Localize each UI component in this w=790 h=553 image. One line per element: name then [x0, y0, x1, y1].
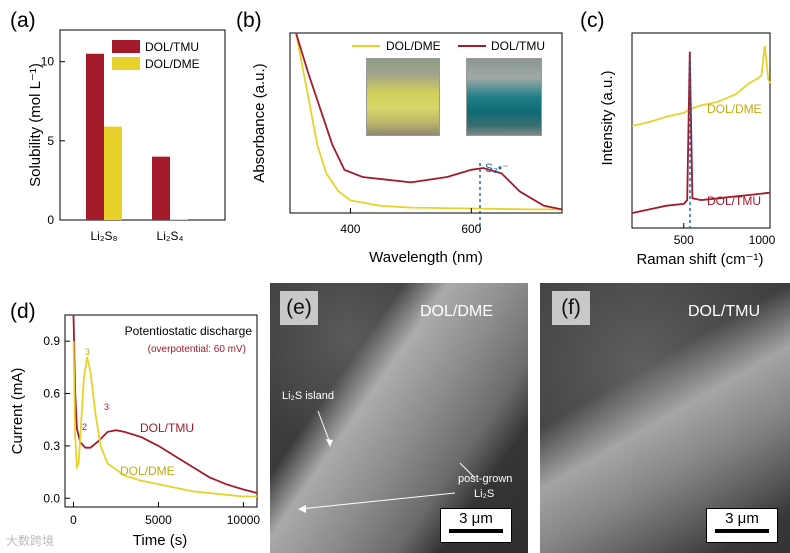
- y-tick-label: 0.0: [43, 491, 60, 505]
- vial-photo-dol-tmu: [466, 58, 542, 136]
- s3-radical-label: S₃•⁻: [485, 161, 508, 175]
- panel-c-frame: [631, 32, 771, 229]
- panel-letter-d: (d): [10, 300, 36, 323]
- series-line-DOL/TMU: [295, 32, 563, 211]
- chart-subtitle: (overpotential: 60 mV): [148, 344, 246, 355]
- scale-bar-e-label: 3 μm: [459, 510, 493, 527]
- series-line-DOL/TMU: [631, 51, 771, 214]
- bar-Li₂S₈-DOL/DME: [104, 126, 122, 220]
- sem-image-dol-tmu: (f) DOL/TMU 3 μm: [540, 283, 790, 553]
- series-label-dol-dme: DOL/DME: [120, 464, 175, 478]
- chart-title: Potentiostatic discharge: [125, 324, 253, 338]
- axis-label-x: Raman shift (cm⁻¹): [636, 251, 763, 268]
- sem-image-dol-dme: (e) DOL/DME Li₂S island post-grown Li₂S …: [270, 283, 528, 553]
- annotation-li2s-island: Li₂S island: [282, 390, 334, 402]
- series-line-DOL/DME: [631, 45, 771, 127]
- panel-letter-f: (f): [552, 291, 590, 325]
- x-tick-label: 5000: [145, 513, 172, 527]
- series-label-dol-tmu: DOL/TMU: [707, 194, 761, 208]
- scale-bar-e: 3 μm: [440, 508, 512, 543]
- legend-label-dol-dme: DOL/DME: [386, 39, 441, 53]
- panel-letter-e: (e): [280, 291, 318, 325]
- axis-label-x: Time (s): [133, 532, 187, 549]
- sem-e-arrows: [298, 410, 476, 513]
- arrow-post-grown: [459, 462, 476, 479]
- peak-label-tmu-3: 3: [104, 402, 109, 412]
- panel-a-bar-chart: 0 5 10 Li₂S₈ Li₂S₄ DOL/TMU DOL/DME Solubili…: [10, 9, 226, 243]
- y-tick-label: 0.6: [43, 387, 60, 401]
- series-label-dol-tmu: DOL/TMU: [140, 421, 194, 435]
- scale-bar-f-line: [715, 529, 769, 533]
- watermark: 大数跨境: [6, 534, 55, 548]
- y-tick-label: 0.3: [43, 439, 60, 453]
- legend-swatch-dol-tmu: [112, 40, 140, 53]
- panel-a-frame: [59, 29, 226, 221]
- x-tick-label: 600: [461, 222, 481, 236]
- x-tick-label: 10000: [227, 513, 261, 527]
- arrow-island: [317, 410, 331, 444]
- panel-d-current-time: 0.0 0.3 0.6 0.9 0 5000 10000 Potentiostatic d…: [9, 300, 260, 549]
- series-label-dol-dme: DOL/DME: [707, 102, 762, 116]
- panel-letter-c: (c): [580, 9, 605, 32]
- series-line-DOL/DME: [72, 341, 257, 498]
- annotation-post-grown-line2: Li₂S: [474, 488, 495, 500]
- x-tick-label: 0: [70, 513, 77, 527]
- peak-label-dme-3: 3: [85, 347, 90, 357]
- legend-label-dol-tmu: DOL/TMU: [491, 39, 545, 53]
- arrow-post-grown-2: [299, 492, 456, 510]
- y-tick-label: 5: [47, 134, 54, 148]
- x-tick-label: Li₂S₄: [157, 229, 184, 243]
- axis-label-y: Absorbance (a.u.): [251, 63, 268, 182]
- panel-b-uv-vis: S₃•⁻ 400 600 DOL/DME DOL/TMU Wavelength (…: [236, 9, 563, 266]
- peak-label-tmu-2: 2: [82, 422, 87, 432]
- arrowhead-island: [326, 439, 333, 447]
- panel-c-raman: DOL/DME DOL/TMU 500 1000 Raman shift (cm⁻…: [580, 9, 776, 268]
- axis-label-y: Intensity (a.u.): [599, 70, 616, 165]
- series-line-DOL/DME: [295, 32, 562, 211]
- legend-swatch-dol-dme: [112, 57, 140, 70]
- annotation-post-grown-line1: post-grown: [458, 473, 513, 485]
- panel-d-frame: [64, 314, 258, 508]
- axis-label-y: Solubility (mol L⁻¹): [27, 63, 44, 187]
- x-tick-label: 500: [674, 233, 694, 247]
- arrowhead-post-grown: [298, 505, 306, 513]
- vial-photo-dol-dme: [366, 58, 440, 136]
- x-tick-label: 1000: [749, 233, 776, 247]
- axis-label-x: Wavelength (nm): [369, 249, 483, 266]
- bar-Li₂S₄-DOL/DME: [170, 219, 188, 220]
- bar-Li₂S₈-DOL/TMU: [86, 53, 104, 220]
- scale-bar-f: 3 μm: [706, 508, 778, 543]
- scale-bar-e-line: [449, 529, 503, 533]
- sem-title-dol-tmu: DOL/TMU: [688, 303, 760, 320]
- x-tick-label: 400: [340, 222, 360, 236]
- x-tick-label: Li₂S₈: [91, 229, 118, 243]
- panel-letter-b: (b): [236, 9, 262, 32]
- panel-b-frame: [289, 32, 563, 214]
- legend-label-dol-dme: DOL/DME: [145, 57, 200, 71]
- bar-Li₂S₄-DOL/TMU: [152, 156, 170, 220]
- axis-label-y: Current (mA): [9, 368, 26, 455]
- y-tick-label: 0: [47, 213, 54, 227]
- sem-title-dol-dme: DOL/DME: [420, 303, 493, 320]
- y-tick-label: 10: [41, 55, 55, 69]
- scale-bar-f-label: 3 μm: [725, 510, 759, 527]
- legend-label-dol-tmu: DOL/TMU: [145, 40, 199, 54]
- y-tick-label: 0.9: [43, 334, 60, 348]
- panel-letter-a: (a): [10, 9, 36, 32]
